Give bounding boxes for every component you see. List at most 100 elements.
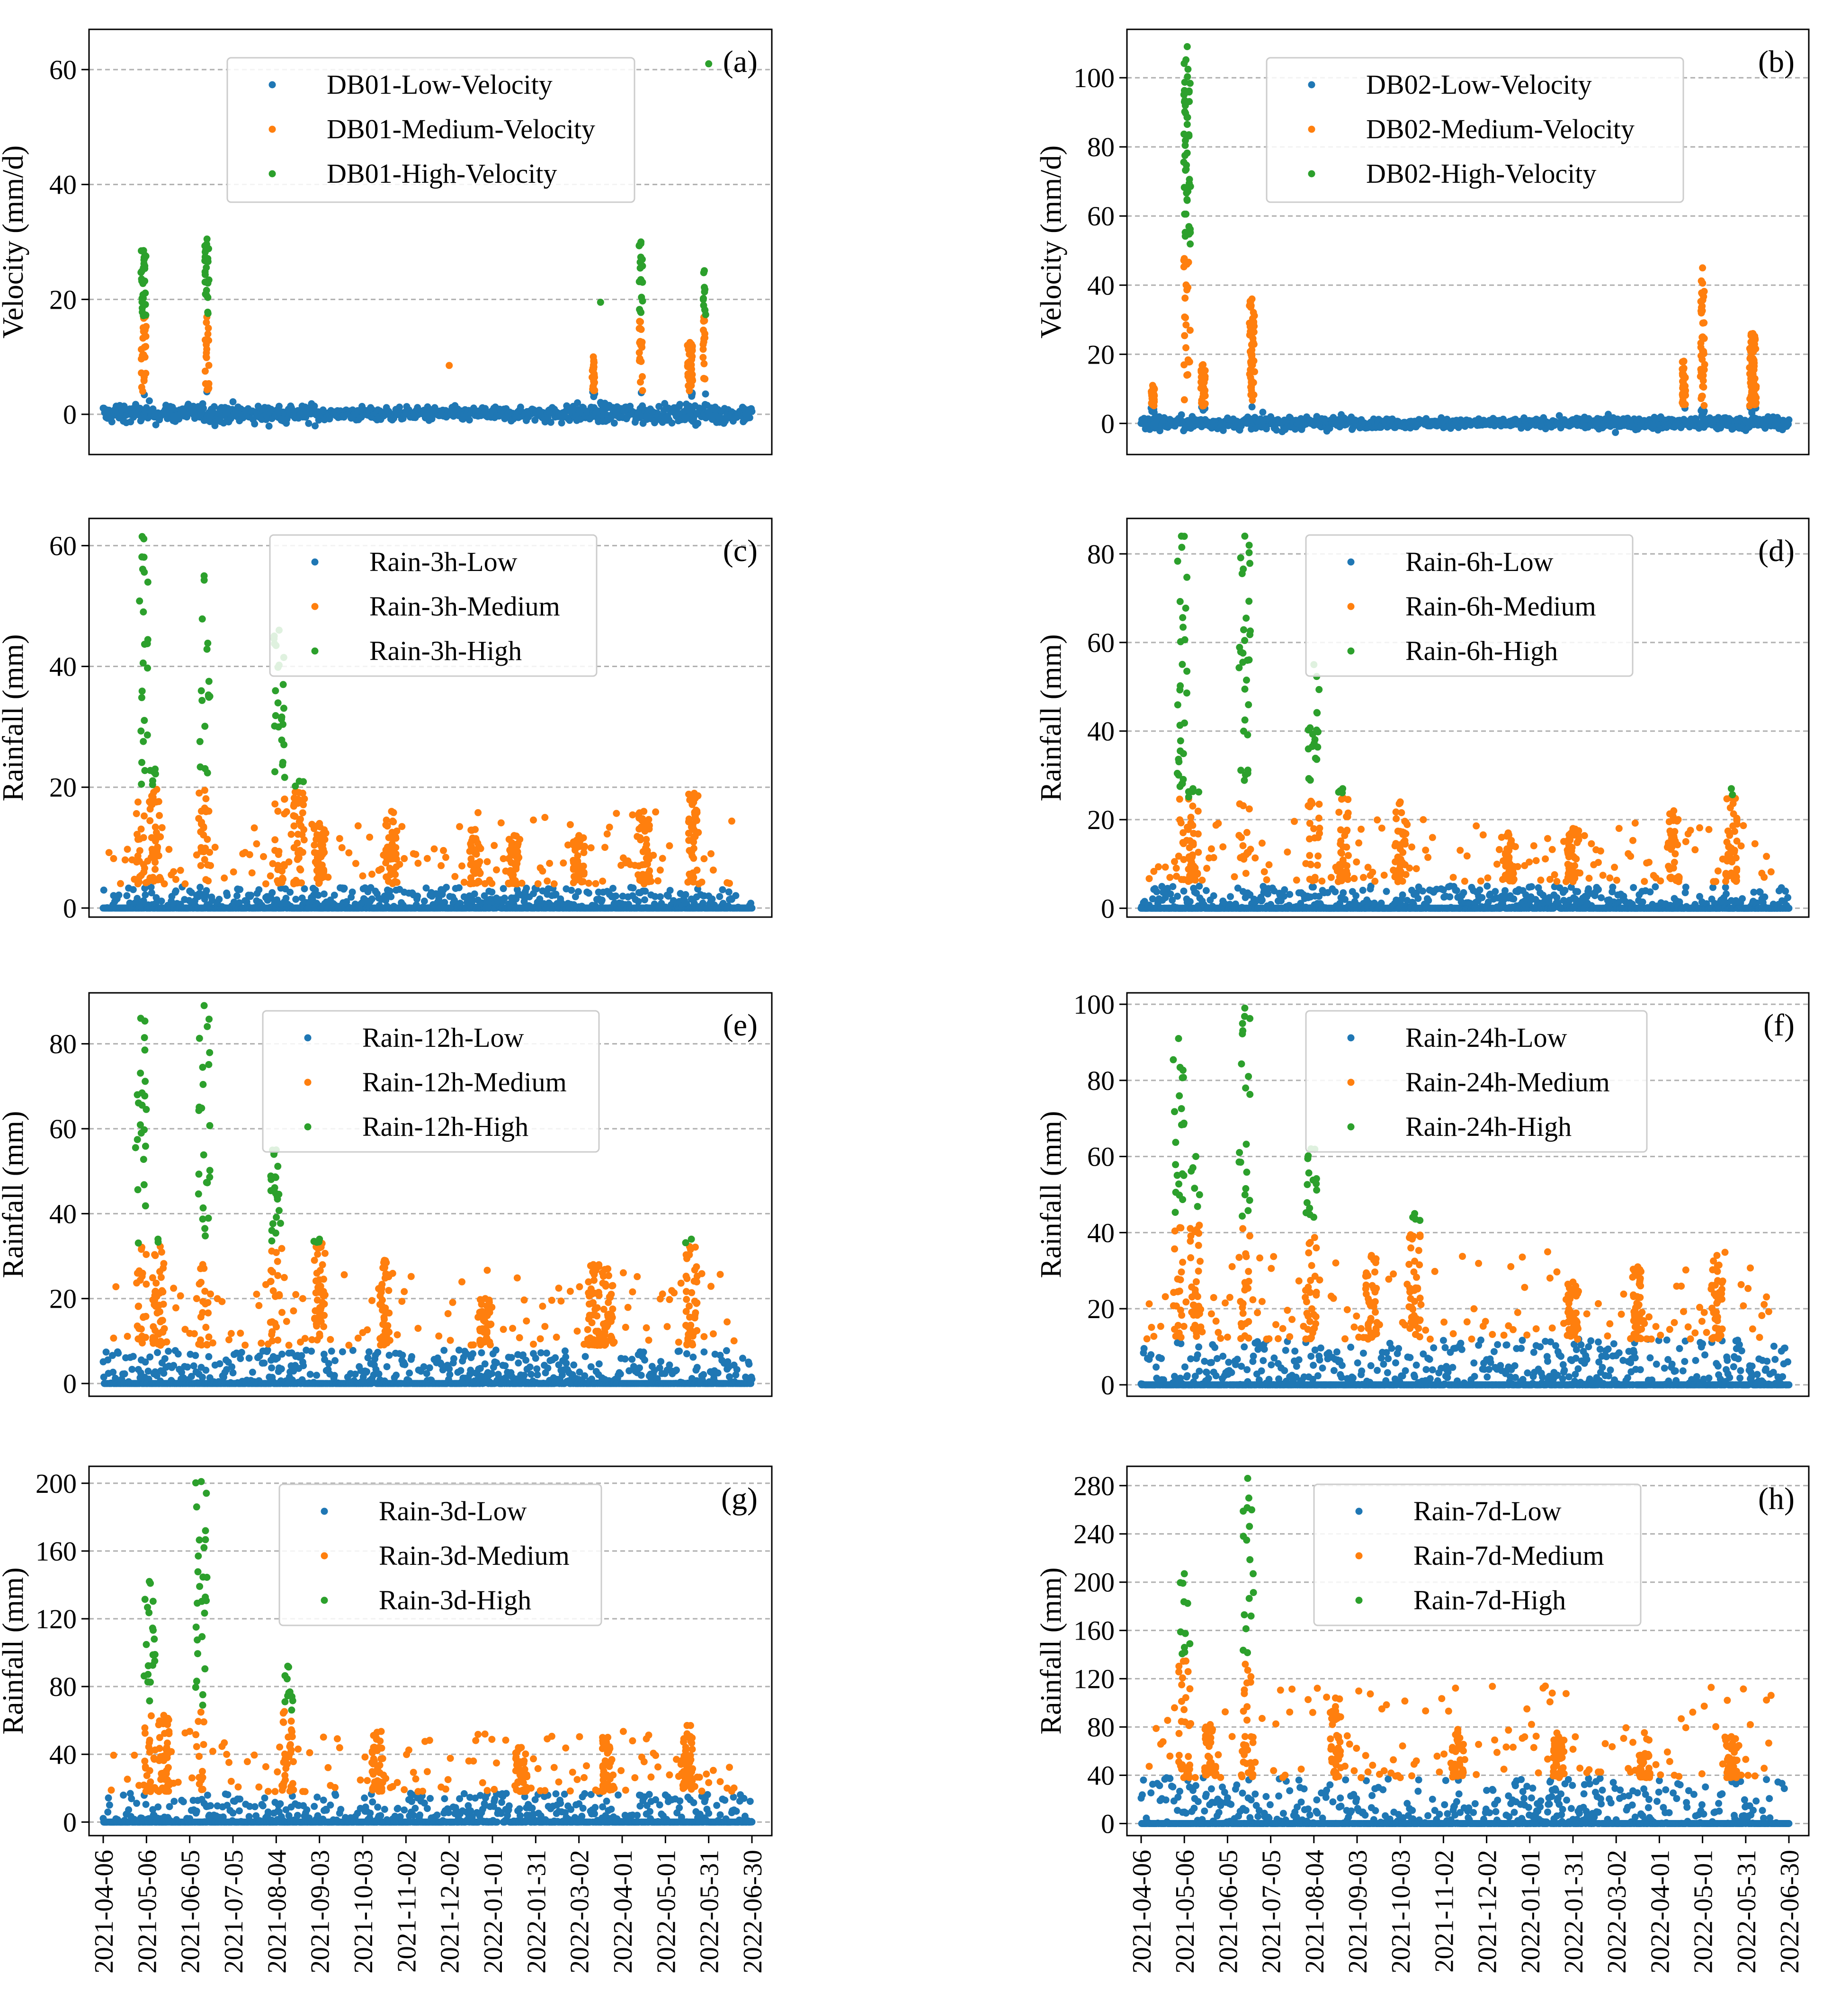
- point-low: [387, 893, 395, 901]
- point-low: [233, 892, 241, 900]
- point-low: [1180, 887, 1188, 895]
- point-medium: [246, 851, 253, 858]
- point-low: [158, 897, 165, 905]
- point-medium: [483, 858, 491, 865]
- point-medium: [230, 868, 237, 876]
- point-high: [205, 276, 213, 284]
- point-medium: [253, 840, 260, 847]
- point-low: [1340, 889, 1347, 897]
- point-low: [100, 886, 107, 894]
- point-low: [286, 889, 294, 896]
- point-medium: [352, 860, 359, 867]
- point-high: [701, 288, 708, 295]
- point-medium: [275, 851, 282, 858]
- point-high: [197, 687, 205, 695]
- point-medium: [1250, 339, 1257, 347]
- point-medium: [1183, 286, 1191, 294]
- point-low: [725, 888, 733, 896]
- point-medium: [202, 795, 210, 803]
- y-tick-label: 40: [49, 651, 77, 682]
- point-medium: [149, 849, 156, 856]
- point-medium: [637, 318, 644, 326]
- point-medium: [423, 855, 431, 862]
- point-medium: [181, 880, 189, 888]
- point-medium: [695, 880, 703, 888]
- point-medium: [580, 844, 588, 851]
- point-low: [574, 888, 582, 895]
- point-medium: [1247, 374, 1254, 381]
- point-low: [719, 886, 726, 893]
- point-low: [1425, 897, 1432, 904]
- point-medium: [393, 863, 400, 871]
- point-medium: [1181, 294, 1189, 302]
- point-medium: [142, 370, 150, 377]
- point-low: [1178, 411, 1185, 419]
- point-medium: [383, 816, 390, 824]
- point-medium: [488, 880, 496, 887]
- point-medium: [117, 880, 124, 887]
- point-low: [1501, 887, 1509, 894]
- point-low: [612, 892, 620, 900]
- point-medium: [300, 826, 308, 833]
- y-tick-label: 40: [1087, 270, 1115, 301]
- point-medium: [534, 880, 542, 888]
- point-high: [702, 311, 709, 319]
- y-axis-label: Velocity (mm/d): [0, 145, 29, 339]
- point-medium: [300, 836, 308, 844]
- point-medium: [546, 860, 554, 867]
- point-low: [229, 398, 237, 406]
- point-low: [1248, 403, 1256, 410]
- point-medium: [204, 836, 211, 843]
- point-low: [203, 887, 210, 894]
- point-medium: [446, 362, 453, 369]
- point-medium: [389, 834, 396, 842]
- point-low: [1169, 883, 1177, 891]
- point-medium: [645, 816, 652, 823]
- point-medium: [141, 865, 148, 872]
- point-high: [198, 615, 206, 623]
- point-high: [201, 268, 209, 276]
- point-high: [705, 60, 713, 68]
- point-medium: [606, 823, 613, 831]
- point-low: [145, 397, 153, 405]
- point-medium: [152, 865, 159, 873]
- point-low: [292, 895, 300, 903]
- legend-marker-low: [311, 558, 319, 566]
- point-medium: [639, 815, 646, 822]
- y-tick-label: 20: [49, 772, 77, 803]
- point-medium: [1248, 361, 1255, 368]
- point-high: [144, 579, 152, 586]
- legend: DB02-Low-VelocityDB02-Medium-VelocityDB0…: [1266, 57, 1684, 203]
- point-high: [205, 245, 212, 252]
- point-medium: [294, 849, 302, 857]
- point-medium: [1186, 327, 1194, 334]
- point-medium: [390, 818, 397, 826]
- point-medium: [279, 875, 287, 883]
- point-low: [1453, 887, 1460, 894]
- point-medium: [260, 853, 267, 860]
- point-medium: [318, 844, 326, 852]
- point-medium: [205, 380, 213, 387]
- point-medium: [603, 830, 611, 838]
- point-low: [1510, 895, 1518, 903]
- point-low: [609, 884, 617, 892]
- point-medium: [570, 879, 577, 886]
- point-medium: [205, 877, 212, 885]
- point-low: [634, 898, 642, 905]
- point-low: [340, 884, 348, 892]
- point-medium: [638, 341, 645, 348]
- point-medium: [700, 360, 708, 367]
- point-high: [139, 291, 147, 298]
- point-high: [139, 659, 147, 667]
- legend-label: DB02-Medium-Velocity: [1366, 114, 1635, 144]
- point-medium: [141, 353, 149, 361]
- point-high: [271, 768, 278, 776]
- point-medium: [386, 865, 393, 872]
- point-medium: [1700, 348, 1707, 355]
- point-high: [196, 738, 204, 745]
- panel-label: (c): [723, 534, 758, 568]
- point-medium: [197, 828, 205, 836]
- point-medium: [202, 845, 209, 852]
